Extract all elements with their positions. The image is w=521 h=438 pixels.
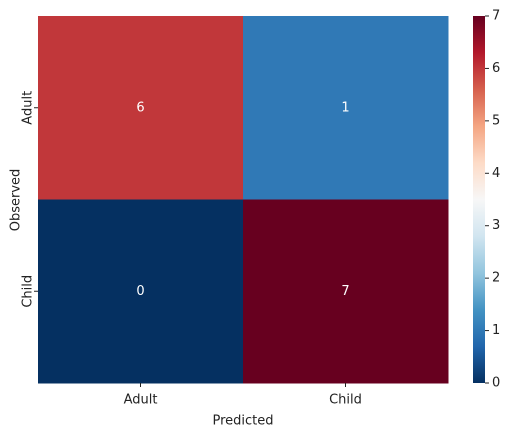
- x-axis-label: Predicted: [212, 414, 273, 429]
- colorbar-tick-label: 1: [492, 323, 500, 338]
- heatmap-cell: [243, 199, 449, 384]
- colorbar-tick-label: 7: [492, 9, 500, 24]
- colorbar-tick-label: 4: [492, 166, 500, 181]
- heatmap-cell: [38, 16, 244, 200]
- colorbar-tick-label: 5: [492, 113, 500, 128]
- heatmap-cell: [38, 199, 244, 384]
- colorbar-tick-label: 0: [492, 376, 500, 391]
- cell-annotation: 7: [341, 284, 349, 299]
- colorbar-tick-label: 6: [492, 61, 500, 76]
- colorbar: [473, 16, 485, 383]
- cell-annotation: 6: [136, 100, 144, 115]
- colorbar-tick-label: 2: [492, 271, 500, 286]
- colorbar-tick-label: 3: [492, 218, 500, 233]
- y-tick-label: Adult: [21, 91, 36, 125]
- cell-annotation: 0: [136, 284, 144, 299]
- x-tick-label: Child: [329, 393, 362, 408]
- heatmap-cell: [243, 16, 449, 200]
- x-tick-label: Adult: [124, 393, 158, 408]
- cell-annotation: 1: [341, 100, 349, 115]
- y-tick-label: Child: [21, 275, 36, 308]
- y-axis-label: Observed: [9, 169, 24, 232]
